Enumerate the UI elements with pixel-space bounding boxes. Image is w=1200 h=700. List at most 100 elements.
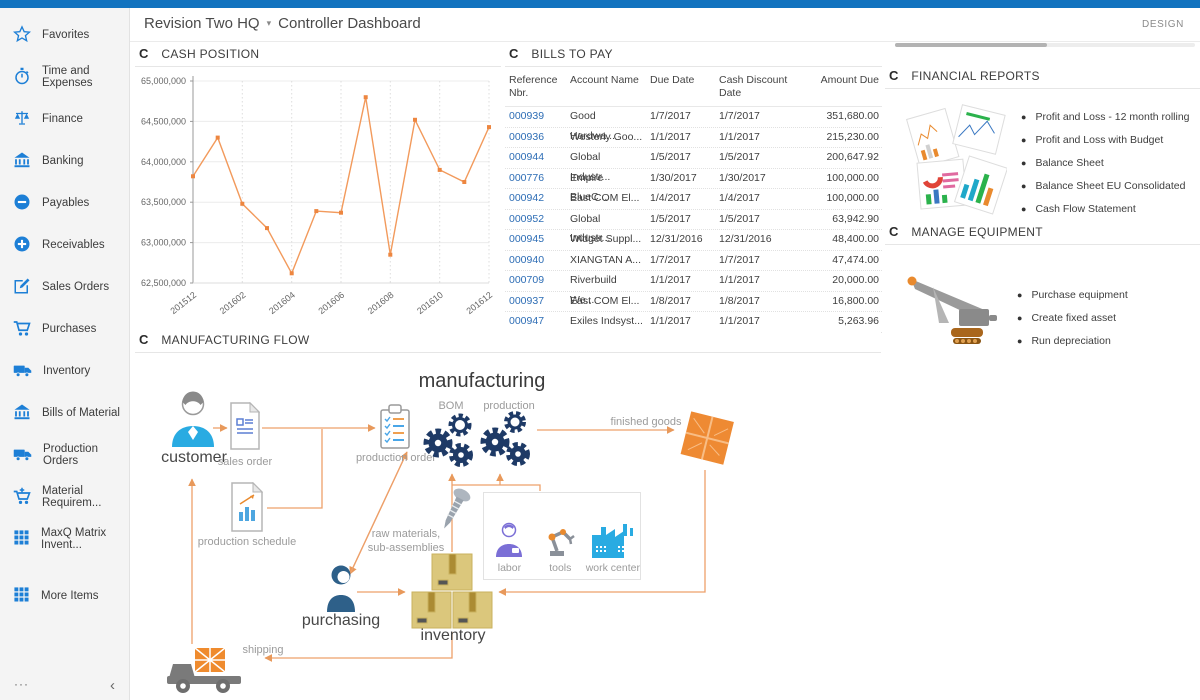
table-row[interactable]: 000709 Riverbuild We... 1/1/2017 1/1/201… (505, 271, 882, 306)
reference-link[interactable]: 000937 (509, 294, 545, 307)
discount-date-cell: 1/8/2017 (719, 294, 760, 307)
table-row[interactable]: 000952 Global Industr... 1/5/2017 1/5/20… (505, 210, 882, 244)
discount-date-cell: 1/1/2017 (719, 315, 760, 328)
report-link[interactable]: Cash Flow Statement (1035, 203, 1136, 215)
equipment-link[interactable]: Purchase equipment (1031, 289, 1128, 301)
sidebar-item[interactable]: Production Orders (0, 434, 129, 476)
reference-link[interactable]: 000945 (509, 233, 545, 246)
table-row[interactable]: 000939 Good Hardwa... 1/7/2017 1/7/2017 … (505, 107, 882, 142)
sidebar-item[interactable]: Receivables (0, 224, 129, 266)
company-selector[interactable]: Revision Two HQ (144, 15, 260, 32)
table-row[interactable]: 000944 Global Industr... 1/5/2017 1/5/20… (505, 148, 882, 183)
sidebar-item[interactable]: Favorites (0, 14, 129, 56)
more-options-button[interactable]: ··· (14, 677, 29, 691)
table-row[interactable]: 000942 East COM El... 1/4/2017 1/4/2017 … (505, 189, 882, 210)
report-link[interactable]: Balance Sheet (1035, 157, 1104, 169)
col-due-date[interactable]: Due Date (650, 74, 695, 86)
amount-cell: 47,474.00 (832, 253, 879, 266)
col-reference[interactable]: Reference Nbr. (509, 74, 558, 100)
col-amount[interactable]: Amount Due (820, 74, 879, 86)
col-account[interactable]: Account Name (570, 74, 639, 86)
reference-link[interactable]: 000942 (509, 192, 545, 205)
chevron-down-icon[interactable]: ▾ (266, 18, 272, 28)
account-cell: Widget Suppl... (570, 233, 642, 246)
list-item[interactable]: ● Profit and Loss - 12 month rolling (1021, 111, 1190, 123)
sidebar-footer: ··· ‹ (0, 677, 129, 694)
sidebar-item[interactable]: Material Requirem... (0, 476, 129, 518)
manufacturing-title: manufacturing (418, 370, 546, 392)
account-cell: East COM El... (570, 294, 640, 307)
amount-cell: 48,400.00 (832, 233, 879, 246)
list-item[interactable]: ● Purchase equipment (1017, 289, 1128, 301)
report-link[interactable]: Profit and Loss - 12 month rolling (1035, 111, 1190, 123)
design-button[interactable]: DESIGN (1142, 19, 1184, 30)
sidebar-item[interactable]: Sales Orders (0, 266, 129, 308)
sidebar-item[interactable]: Payables (0, 182, 129, 224)
sidebar-item[interactable]: MaxQ Matrix Invent... (0, 518, 129, 560)
sidebar-item[interactable]: Inventory (0, 350, 129, 392)
reference-link[interactable]: 000939 (509, 110, 545, 123)
report-link[interactable]: Balance Sheet EU Consolidated (1035, 180, 1186, 192)
sidebar-item-label: MaxQ Matrix Invent... (41, 527, 107, 551)
sidebar-item[interactable]: More Items (0, 575, 129, 617)
sidebar-item[interactable]: Banking (0, 140, 129, 182)
table-row[interactable]: 000940 XIANGTAN A... 1/7/2017 1/7/2017 4… (505, 251, 882, 272)
sidebar-item[interactable]: Time and Expenses (0, 56, 129, 98)
collapse-sidebar-button[interactable]: ‹ (110, 677, 115, 694)
sidebar-item-label: Payables (42, 197, 90, 209)
amount-cell: 63,942.90 (832, 212, 879, 225)
panel-title: MANAGE EQUIPMENT (911, 224, 1043, 239)
right-column: C FINANCIAL REPORTS (885, 41, 1200, 371)
scrollbar-thumb[interactable] (895, 43, 1047, 47)
tools-cell: tools (535, 493, 586, 579)
stopwatch-icon (13, 67, 31, 88)
star-icon (12, 24, 32, 46)
amount-cell: 100,000.00 (826, 192, 879, 205)
reference-link[interactable]: 000940 (509, 253, 545, 266)
reference-link[interactable]: 000776 (509, 171, 545, 184)
truck-icon (13, 445, 32, 466)
sidebar-item[interactable]: Purchases (0, 308, 129, 350)
flow-arrows (188, 424, 706, 662)
top-accent-bar (0, 0, 1200, 8)
svg-text:62,500,000: 62,500,000 (141, 278, 186, 288)
list-item[interactable]: ● Balance Sheet EU Consolidated (1021, 180, 1190, 192)
list-item[interactable]: ● Run depreciation (1017, 335, 1128, 347)
equipment-link[interactable]: Create fixed asset (1031, 312, 1117, 324)
col-discount-date[interactable]: Cash Discount Date (719, 74, 788, 100)
grid-icon (13, 586, 30, 606)
sidebar-item[interactable]: Bills of Material (0, 392, 129, 434)
table-row[interactable]: 000776 Empire BlueC... 1/30/2017 1/30/20… (505, 169, 882, 203)
horizontal-scrollbar[interactable] (895, 43, 1195, 47)
discount-date-cell: 1/4/2017 (719, 192, 760, 205)
table-row[interactable]: 000936 Westerly Goo... 1/1/2017 1/1/2017… (505, 128, 882, 149)
list-item[interactable]: ● Profit and Loss with Budget (1021, 134, 1190, 146)
sidebar-item-label: Sales Orders (42, 281, 110, 293)
refresh-icon[interactable]: C (139, 46, 149, 61)
reference-link[interactable]: 000952 (509, 212, 545, 225)
table-row[interactable]: 000937 East COM El... 1/8/2017 1/8/2017 … (505, 292, 882, 313)
list-item[interactable]: ● Cash Flow Statement (1021, 203, 1190, 215)
raw-materials-label: raw materials, sub-assemblies (367, 528, 445, 554)
table-row[interactable]: 000945 Widget Suppl... 12/31/2016 12/31/… (505, 230, 882, 251)
sidebar-item-label: More Items (41, 590, 99, 602)
manage-equipment-panel: C MANAGE EQUIPMENT ● (885, 222, 1200, 358)
equipment-link[interactable]: Run depreciation (1031, 335, 1111, 347)
refresh-icon[interactable]: C (889, 68, 899, 83)
reference-link[interactable]: 000709 (509, 274, 545, 287)
reference-link[interactable]: 000944 (509, 151, 545, 164)
sidebar-item[interactable]: Finance (0, 98, 129, 140)
labor-label: labor (497, 562, 522, 574)
refresh-icon[interactable]: C (889, 224, 899, 239)
list-item[interactable]: ● Balance Sheet (1021, 157, 1190, 169)
report-link[interactable]: Profit and Loss with Budget (1035, 134, 1164, 146)
refresh-icon[interactable]: C (509, 46, 519, 61)
purchasing-label: purchasing (301, 612, 381, 629)
discount-date-cell: 12/31/2016 (719, 233, 772, 246)
reference-link[interactable]: 000947 (509, 315, 545, 328)
svg-text:201604: 201604 (267, 290, 297, 316)
list-item[interactable]: ● Create fixed asset (1017, 312, 1128, 324)
reference-link[interactable]: 000936 (509, 130, 545, 143)
table-header: Reference Nbr. Account Name Due Date Cas… (505, 67, 882, 108)
refresh-icon[interactable]: C (139, 332, 149, 347)
